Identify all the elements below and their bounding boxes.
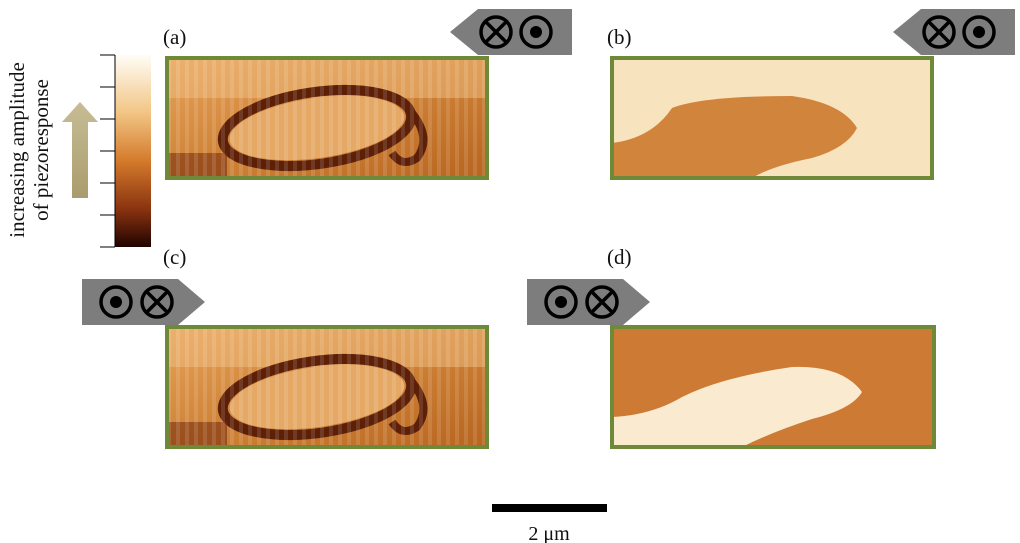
scale-bar: [492, 504, 607, 512]
panel-label: (c): [163, 245, 186, 269]
colorbar-label: of piezoresponse: [29, 79, 53, 221]
panel-label: (d): [607, 245, 632, 269]
colorbar-label: increasing amplitude: [5, 62, 29, 238]
panel-label: (b): [607, 25, 632, 49]
polarization-badge: [82, 279, 205, 325]
figure: increasing amplitude of piezoresponse (a…: [0, 0, 1020, 543]
scale-bar-label: 2 μm: [528, 523, 570, 543]
increase-arrow: [62, 102, 98, 198]
colorbar: [115, 55, 151, 247]
panel-image: [612, 327, 934, 447]
panel-image: [167, 58, 487, 178]
panel-label: (a): [163, 25, 186, 49]
panel-image: [167, 327, 487, 447]
colorbar-ticks: [100, 55, 115, 247]
polarization-badge: [450, 9, 572, 55]
polarization-badge: [527, 279, 650, 325]
panel-image: [612, 58, 932, 178]
polarization-badge: [893, 9, 1015, 55]
